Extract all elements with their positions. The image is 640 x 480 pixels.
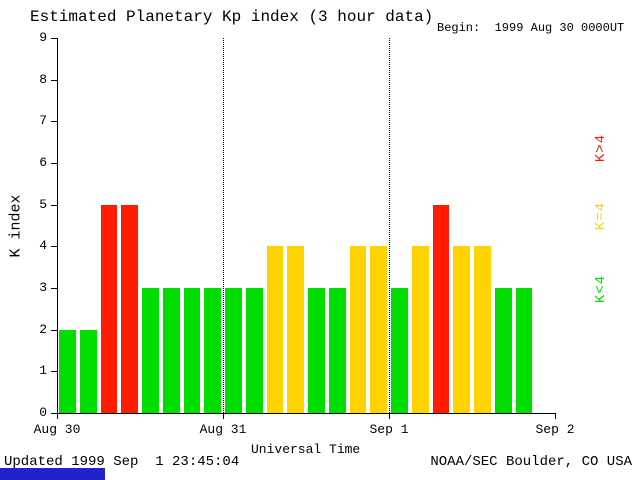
y-tick xyxy=(51,288,57,289)
y-tick-label: 6 xyxy=(39,155,47,170)
legend-k-lt-4: K<4 xyxy=(593,274,609,304)
y-axis-line xyxy=(57,38,58,414)
kp-bar xyxy=(515,288,533,413)
legend-k-eq-4: K=4 xyxy=(593,201,609,231)
kp-bar xyxy=(308,288,325,413)
y-tick xyxy=(51,371,57,373)
kp-bar xyxy=(494,288,512,413)
kp-bar xyxy=(266,246,284,413)
y-axis-title: K index xyxy=(7,194,25,258)
kp-bar xyxy=(349,246,367,413)
kp-bar xyxy=(411,246,429,413)
begin-label: Begin: 1999 Aug 30 0000UT xyxy=(437,21,625,35)
y-tick xyxy=(51,413,57,414)
kp-bar xyxy=(204,288,222,413)
kp-bar xyxy=(100,204,118,413)
x-tick xyxy=(223,413,224,419)
kp-bar xyxy=(142,288,159,413)
y-tick-label: 4 xyxy=(39,238,47,254)
y-tick-label: 5 xyxy=(39,196,47,212)
y-tick xyxy=(51,121,57,123)
kp-bar xyxy=(162,288,180,413)
x-tick-label: Aug 31 xyxy=(199,422,247,437)
kp-bar xyxy=(59,329,76,413)
kp-bar xyxy=(432,204,450,413)
y-tick-label: 1 xyxy=(39,363,47,379)
x-tick xyxy=(57,413,58,419)
page-title: Estimated Planetary Kp index (3 hour dat… xyxy=(30,8,434,26)
kp-bar xyxy=(287,246,305,413)
x-tick xyxy=(555,413,556,419)
kp-bar xyxy=(453,246,471,413)
y-tick xyxy=(51,246,57,248)
kp-bar xyxy=(474,246,491,413)
y-tick xyxy=(51,329,57,331)
x-tick-label: Sep 2 xyxy=(535,422,575,437)
y-tick xyxy=(51,79,57,81)
y-tick-label: 8 xyxy=(39,71,47,87)
y-tick-label: 2 xyxy=(39,321,47,337)
kp-bar xyxy=(391,288,408,413)
kp-bar xyxy=(370,246,388,413)
credit-label: NOAA/SEC Boulder, CO USA xyxy=(430,454,632,470)
kp-bar xyxy=(121,204,139,413)
x-axis-title: Universal Time xyxy=(251,442,361,457)
y-tick-label: 0 xyxy=(39,405,47,420)
y-tick-label: 9 xyxy=(39,30,47,45)
y-tick-label: 7 xyxy=(39,113,47,129)
kp-bar xyxy=(245,288,263,413)
kp-bar xyxy=(183,288,201,413)
kp-bar xyxy=(79,329,97,413)
y-tick xyxy=(51,163,57,164)
legend-k-gt-4: K>4 xyxy=(593,133,609,163)
kp-bar xyxy=(328,288,346,413)
x-tick xyxy=(389,413,390,419)
status-strip xyxy=(0,468,105,480)
x-tick-label: Aug 30 xyxy=(33,422,81,437)
y-tick xyxy=(51,38,57,39)
updated-timestamp: Updated 1999 Sep 1 23:45:04 xyxy=(4,454,240,470)
day-boundary-gridline xyxy=(389,38,390,413)
y-tick xyxy=(51,204,57,206)
x-tick-label: Sep 1 xyxy=(369,422,409,437)
x-axis-line xyxy=(57,413,556,414)
day-boundary-gridline xyxy=(223,38,224,413)
y-tick-label: 3 xyxy=(39,280,47,295)
kp-bar xyxy=(225,288,242,413)
